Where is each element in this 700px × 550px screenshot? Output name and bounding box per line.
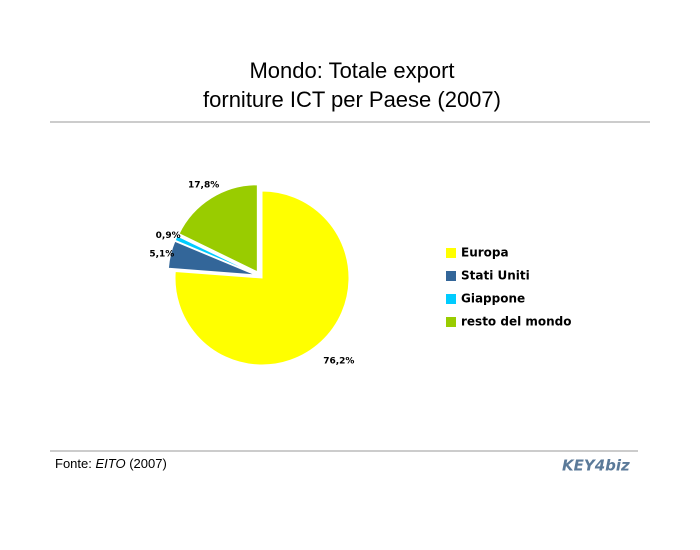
source-label: Fonte: — [55, 456, 92, 471]
chart-title: forniture ICT per Paese (2007) — [203, 87, 501, 112]
legend: Europa Stati Uniti Giappone resto del mondo — [446, 246, 572, 329]
legend-swatch — [446, 248, 456, 258]
source-name: EITO — [95, 456, 125, 471]
chart-title: Mondo: Totale export — [249, 58, 454, 83]
logo: KEY4biz — [562, 457, 630, 475]
value-label: 0,9% — [156, 231, 181, 241]
legend-swatch — [446, 271, 456, 281]
pie: 76,2% 5,1% 0,9% 17,8% — [149, 180, 354, 366]
legend-label: Giappone — [461, 292, 525, 306]
value-label: 5,1% — [149, 249, 174, 259]
legend-label: Stati Uniti — [461, 269, 530, 283]
pie-slice — [174, 190, 350, 366]
value-label: 76,2% — [323, 356, 354, 366]
legend-swatch — [446, 317, 456, 327]
pie-slice — [178, 184, 258, 273]
value-label: 17,8% — [188, 180, 219, 190]
source-year: (2007) — [129, 456, 167, 471]
legend-swatch — [446, 294, 456, 304]
pie-slice — [167, 240, 256, 276]
legend-label: resto del mondo — [461, 315, 572, 329]
pie-slice — [174, 235, 256, 275]
legend-label: Europa — [461, 246, 509, 260]
footer-source: Fonte: EITO (2007) — [55, 456, 167, 471]
